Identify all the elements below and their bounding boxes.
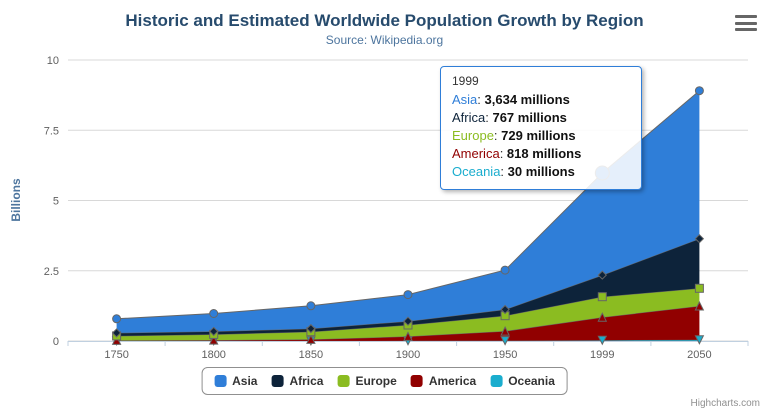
marker-africa-4[interactable] <box>500 304 510 315</box>
chart-subtitle: Source: Wikipedia.org <box>325 33 444 47</box>
marker-asia-6[interactable] <box>694 86 704 96</box>
chart-title: Historic and Estimated Worldwide Populat… <box>125 11 644 30</box>
legend: Asia Africa Europe America Oceania <box>201 367 568 395</box>
marker-africa-3[interactable] <box>403 316 413 326</box>
marker-africa-5[interactable] <box>597 270 608 280</box>
legend-label: America <box>428 374 477 388</box>
marker-europe-6[interactable] <box>694 283 704 293</box>
legend-symbol <box>337 375 350 387</box>
marker-europe-5[interactable] <box>597 292 607 302</box>
legend-symbol <box>214 375 227 387</box>
hamburger-icon[interactable] <box>735 15 757 31</box>
legend-symbol <box>410 375 423 387</box>
marker-africa-1[interactable] <box>208 326 219 337</box>
x-axis-label: 1999 <box>590 349 614 361</box>
area-america[interactable] <box>116 306 700 341</box>
y-axis-title: Billions <box>9 178 23 222</box>
marker-africa-0[interactable] <box>111 328 122 338</box>
legend-symbol <box>490 375 503 387</box>
legend-item-america[interactable]: America <box>410 374 477 388</box>
marker-africa-2[interactable] <box>306 323 316 334</box>
legend-label: Africa <box>289 374 324 388</box>
legend-label: Asia <box>232 374 258 388</box>
marker-asia-0[interactable] <box>112 314 122 324</box>
y-axis-label: 0 <box>53 336 59 348</box>
marker-oceania-5[interactable] <box>597 335 608 346</box>
y-axis-label: 10 <box>47 55 59 67</box>
marker-asia-5[interactable] <box>594 165 610 181</box>
marker-america-1[interactable] <box>208 334 219 345</box>
legend-item-europe[interactable]: Europe <box>337 374 397 388</box>
x-axis-label: 1800 <box>201 349 225 361</box>
x-axis-label: 1950 <box>493 349 517 361</box>
y-axis-label: 7.5 <box>44 125 59 137</box>
marker-america-6[interactable] <box>694 300 705 311</box>
legend-label: Oceania <box>508 374 555 388</box>
marker-asia-4[interactable] <box>500 265 510 275</box>
marker-america-5[interactable] <box>597 312 608 322</box>
marker-america-2[interactable] <box>306 334 316 344</box>
legend-item-oceania[interactable]: Oceania <box>490 374 555 388</box>
marker-america-4[interactable] <box>500 325 510 336</box>
marker-america-3[interactable] <box>403 331 413 341</box>
legend-item-asia[interactable]: Asia <box>214 374 257 388</box>
x-axis-label: 1750 <box>104 349 128 361</box>
burger-line <box>735 15 757 18</box>
legend-item-africa[interactable]: Africa <box>271 374 323 388</box>
legend-symbol <box>271 375 284 387</box>
legend-label: Europe <box>355 374 397 388</box>
marker-oceania-4[interactable] <box>500 336 510 346</box>
x-axis-label: 1850 <box>299 349 323 361</box>
y-axis-label: 5 <box>53 196 59 208</box>
marker-asia-3[interactable] <box>403 290 413 300</box>
marker-africa-6[interactable] <box>694 233 705 244</box>
credits-link[interactable]: Highcharts.com <box>690 398 760 409</box>
marker-asia-2[interactable] <box>306 301 316 311</box>
x-axis-label: 2050 <box>687 349 711 361</box>
burger-line <box>735 21 757 25</box>
marker-oceania-6[interactable] <box>694 335 705 345</box>
burger-line <box>735 28 757 31</box>
y-axis-label: 2.5 <box>44 266 59 278</box>
area-africa[interactable] <box>116 238 700 336</box>
marker-asia-1[interactable] <box>209 309 219 318</box>
x-axis-label: 1900 <box>396 349 420 361</box>
area-asia[interactable] <box>116 90 700 333</box>
